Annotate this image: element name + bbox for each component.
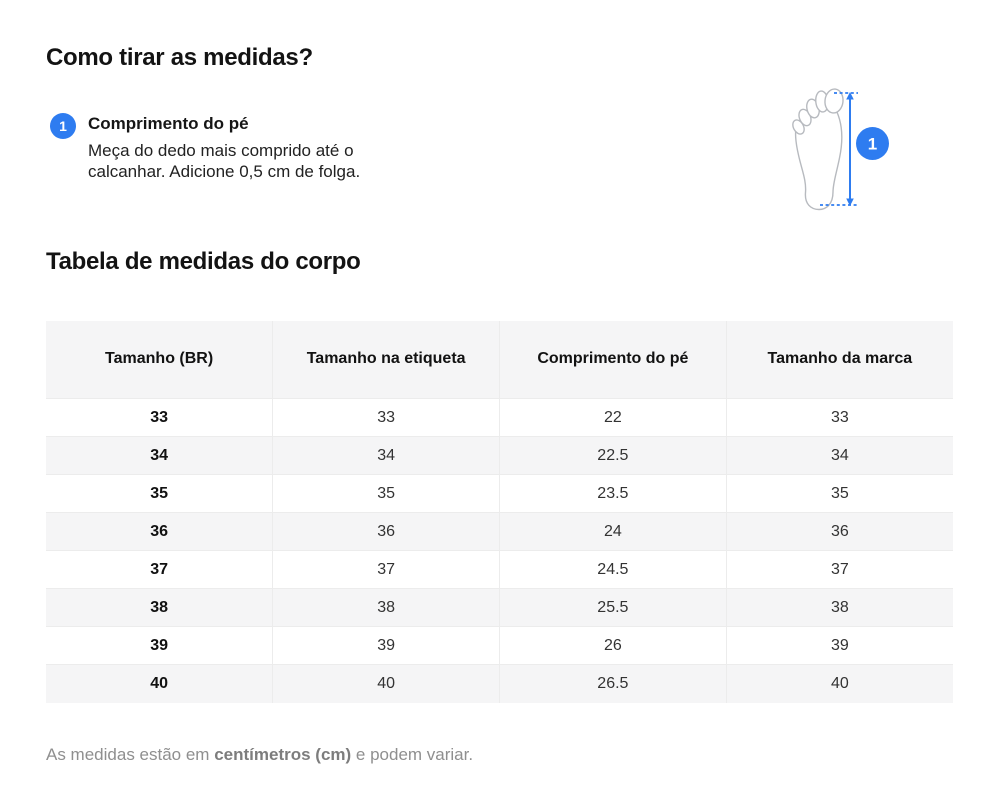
cell-brand-size: 34 [725, 436, 954, 476]
cell-size-br: 36 [45, 512, 274, 552]
cell-brand-size: 35 [725, 474, 954, 514]
table-row: 36 36 24 36 [45, 512, 954, 552]
column-header-label-size: Tamanho na etiqueta [272, 320, 500, 400]
cell-brand-size: 36 [725, 512, 954, 552]
table-row: 37 37 24.5 37 [45, 550, 954, 590]
cell-foot-length: 25.5 [499, 588, 727, 628]
cell-foot-length: 26 [499, 626, 727, 666]
instruction-title: Comprimento do pé [88, 113, 249, 133]
units-note-bold: centímetros (cm) [214, 744, 352, 764]
cell-foot-length: 24.5 [499, 550, 727, 590]
cell-foot-length: 22.5 [499, 436, 727, 476]
cell-size-br: 40 [45, 664, 274, 704]
measurement-instruction-item: 1 Comprimento do pé Meça do dedo mais co… [50, 111, 953, 182]
cell-label-size: 34 [272, 436, 500, 476]
column-header-brand-size: Tamanho da marca [725, 320, 954, 400]
cell-brand-size: 39 [725, 626, 954, 666]
size-table: Tamanho (BR) Tamanho na etiqueta Comprim… [45, 320, 954, 704]
cell-label-size: 33 [272, 398, 500, 438]
table-header-row: Tamanho (BR) Tamanho na etiqueta Comprim… [45, 320, 954, 400]
cell-label-size: 37 [272, 550, 500, 590]
foot-outline [792, 88, 844, 211]
page-title: Como tirar as medidas? [46, 44, 313, 71]
cell-label-size: 38 [272, 588, 500, 628]
size-guide-content: Como tirar as medidas? 1 Comprimento do … [45, 44, 954, 765]
cell-size-br: 35 [45, 474, 274, 514]
instruction-description: Meça do dedo mais comprido até o calcanh… [88, 140, 361, 181]
cell-foot-length: 26.5 [499, 664, 727, 704]
table-row: 33 33 22 33 [45, 398, 954, 438]
cell-size-br: 33 [45, 398, 274, 438]
column-header-foot-length: Comprimento do pé [499, 320, 727, 400]
cell-brand-size: 38 [725, 588, 954, 628]
table-section-title: Tabela de medidas do corpo [46, 247, 361, 275]
table-row: 34 34 22.5 34 [45, 436, 954, 476]
table-row: 35 35 23.5 35 [45, 474, 954, 514]
cell-size-br: 39 [45, 626, 274, 666]
cell-label-size: 39 [272, 626, 500, 666]
foot-illustration-svg: 1 [792, 88, 889, 211]
cell-label-size: 35 [272, 474, 500, 514]
measurement-arrow [820, 92, 858, 206]
measurement-badge: 1 [856, 127, 889, 160]
cell-foot-length: 23.5 [499, 474, 727, 514]
cell-foot-length: 24 [499, 512, 727, 552]
cell-label-size: 36 [272, 512, 500, 552]
cell-size-br: 34 [45, 436, 274, 476]
units-note-suffix: e podem variar. [351, 744, 474, 764]
cell-foot-length: 22 [499, 398, 727, 438]
cell-brand-size: 37 [725, 550, 954, 590]
table-row: 38 38 25.5 38 [45, 588, 954, 628]
column-header-size-br: Tamanho (BR) [45, 320, 274, 400]
cell-size-br: 38 [45, 588, 274, 628]
units-note: As medidas estão em centímetros (cm) e p… [46, 745, 953, 765]
measurement-badge-label: 1 [868, 135, 877, 154]
table-row: 39 39 26 39 [45, 626, 954, 666]
step-number-badge: 1 [50, 112, 76, 139]
cell-size-br: 37 [45, 550, 274, 590]
cell-brand-size: 40 [725, 664, 954, 704]
cell-brand-size: 33 [725, 398, 954, 438]
table-row: 40 40 26.5 40 [45, 664, 954, 704]
units-note-prefix: As medidas estão em [46, 744, 215, 764]
foot-measurement-illustration: 1 [789, 85, 899, 220]
instruction-text-block: Comprimento do pé Meça do dedo mais comp… [88, 111, 360, 182]
cell-label-size: 40 [272, 664, 500, 704]
